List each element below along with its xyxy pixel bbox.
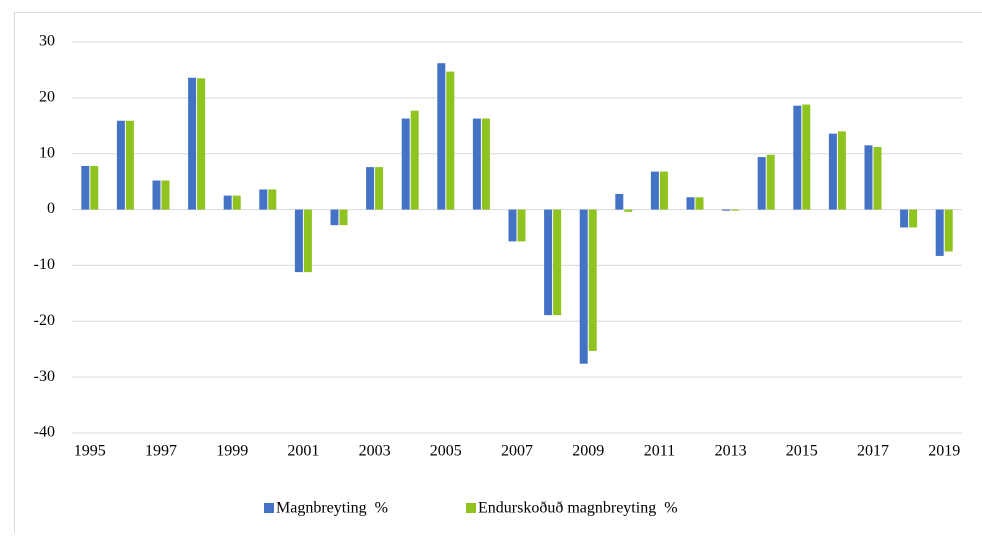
bar [197, 78, 205, 209]
bar [509, 210, 517, 242]
bar [117, 121, 125, 210]
y-tick-label: -40 [34, 424, 55, 441]
x-tick-label: 2005 [430, 443, 462, 460]
x-tick-label: 1995 [74, 443, 106, 460]
bar [936, 210, 944, 256]
bar [81, 166, 89, 210]
bar [375, 167, 383, 209]
legend-label: Endurskoðuð magnbreyting % [478, 500, 678, 517]
bar [687, 197, 695, 209]
bar [126, 121, 134, 210]
bar [268, 189, 276, 209]
bar [589, 210, 597, 351]
bar [909, 210, 917, 228]
x-tick-label: 2015 [786, 443, 818, 460]
x-tick-label: 2003 [359, 443, 391, 460]
bar [224, 196, 232, 210]
bar [624, 210, 632, 212]
x-tick-label: 2013 [715, 443, 747, 460]
bar [437, 63, 445, 209]
legend-label: Magnbreyting % [276, 500, 388, 517]
bar [411, 111, 419, 210]
y-tick-label: 30 [39, 33, 55, 50]
x-tick-label: 2009 [572, 443, 604, 460]
y-tick-label: -30 [34, 368, 55, 385]
bar [366, 167, 374, 209]
y-tick-label: 10 [39, 144, 55, 161]
bar [802, 105, 810, 210]
x-tick-label: 2001 [287, 443, 319, 460]
x-tick-label: 2007 [501, 443, 533, 460]
bar [838, 131, 846, 209]
bar [446, 72, 454, 210]
x-tick-label: 2011 [644, 443, 675, 460]
bar [767, 155, 775, 210]
bar [162, 181, 170, 210]
bar [544, 210, 552, 316]
bar [651, 172, 659, 210]
bar [758, 157, 766, 210]
bar [696, 197, 704, 209]
bar [90, 166, 98, 210]
bar [865, 145, 873, 209]
bar [482, 119, 490, 210]
x-tick-label: 2017 [857, 443, 889, 460]
y-tick-label: -10 [34, 256, 55, 273]
legend-swatch [466, 503, 476, 513]
y-tick-label: 20 [39, 89, 55, 106]
y-tick-label: 0 [47, 200, 55, 217]
x-tick-label: 1997 [145, 443, 177, 460]
bar [793, 106, 801, 210]
bar [829, 134, 837, 210]
bar [945, 210, 953, 252]
bar [259, 189, 267, 209]
x-tick-label: 2019 [928, 443, 960, 460]
y-tick-label: -20 [34, 312, 55, 329]
bar [553, 210, 561, 316]
bar [304, 210, 312, 273]
bar [233, 196, 241, 210]
bar [402, 119, 410, 210]
bar [295, 210, 303, 273]
bar [580, 210, 588, 364]
bar [518, 210, 526, 242]
bar [473, 119, 481, 210]
bar [722, 210, 730, 211]
bar [660, 172, 668, 210]
bar [874, 147, 882, 210]
x-tick-label: 1999 [216, 443, 248, 460]
bar [731, 210, 739, 211]
bar [331, 210, 339, 226]
legend-swatch [264, 503, 274, 513]
bar [900, 210, 908, 228]
bar [615, 194, 623, 210]
bar [153, 181, 161, 210]
bar [340, 210, 348, 226]
bar [188, 78, 196, 210]
